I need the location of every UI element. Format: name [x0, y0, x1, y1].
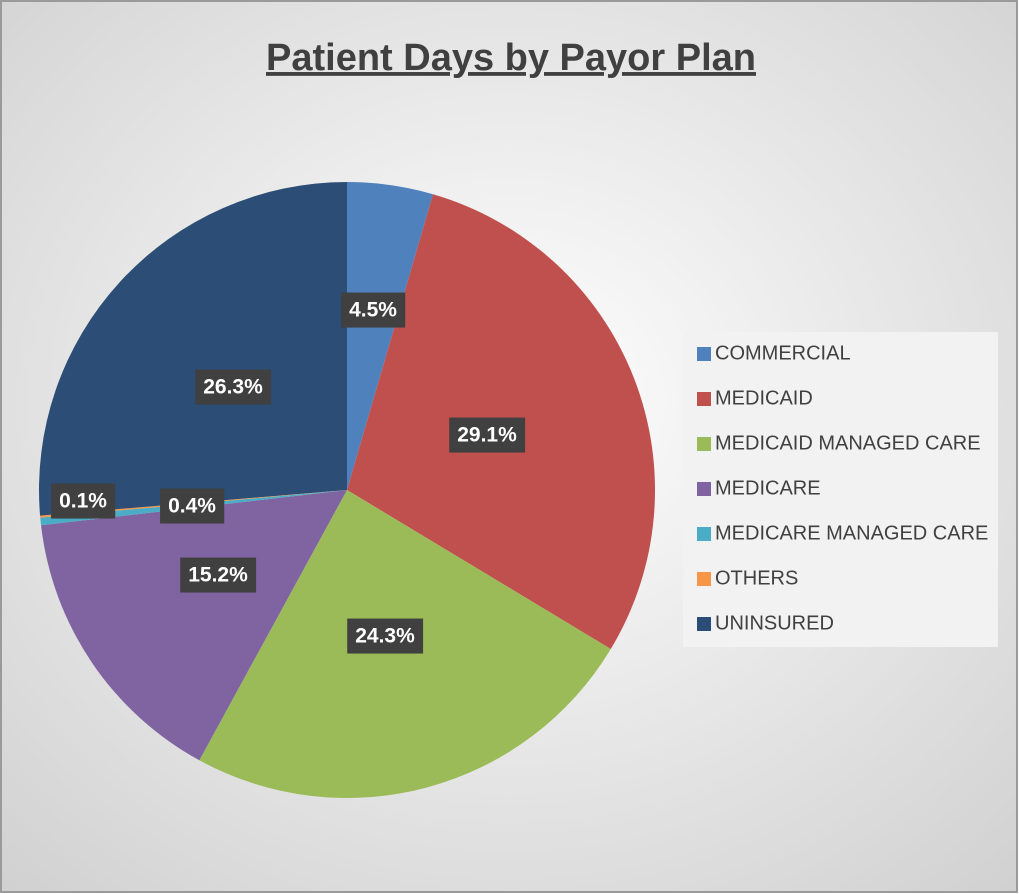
data-label-box: [51, 483, 116, 519]
legend-box: [683, 332, 998, 647]
legend-label: MEDICARE MANAGED CARE: [715, 522, 988, 544]
legend-label: MEDICARE: [715, 477, 821, 499]
data-label-box: [195, 369, 272, 405]
data-label-box: [341, 292, 406, 328]
legend-swatch: [697, 482, 711, 496]
data-label: 0.4%: [168, 495, 216, 518]
legend-swatch: [697, 347, 711, 361]
data-label: 26.3%: [203, 376, 263, 399]
legend-swatch: [697, 572, 711, 586]
legend-swatch: [697, 617, 711, 631]
data-label-box: [347, 618, 424, 654]
legend-label: MEDICAID: [715, 387, 813, 409]
legend-swatch: [697, 392, 711, 406]
pie-slice: [347, 182, 434, 490]
legend-label: MEDICAID MANAGED CARE: [715, 432, 981, 454]
pie-slice: [41, 490, 348, 761]
pie-slice: [39, 182, 347, 516]
legend-swatch: [697, 527, 711, 541]
legend-swatch: [697, 437, 711, 451]
chart-title: Patient Days by Payor Plan: [266, 37, 756, 79]
data-label: 0.1%: [59, 490, 107, 513]
legend-label: OTHERS: [715, 567, 798, 589]
data-label-box: [160, 488, 225, 524]
data-label-box: [180, 557, 257, 593]
data-label: 29.1%: [457, 424, 517, 447]
data-label: 15.2%: [188, 564, 248, 587]
legend-label: COMMERCIAL: [715, 342, 851, 364]
data-label-box: [449, 417, 526, 453]
data-label: 24.3%: [355, 625, 415, 648]
legend-label: UNINSURED: [715, 612, 834, 634]
data-label: 4.5%: [349, 299, 397, 322]
